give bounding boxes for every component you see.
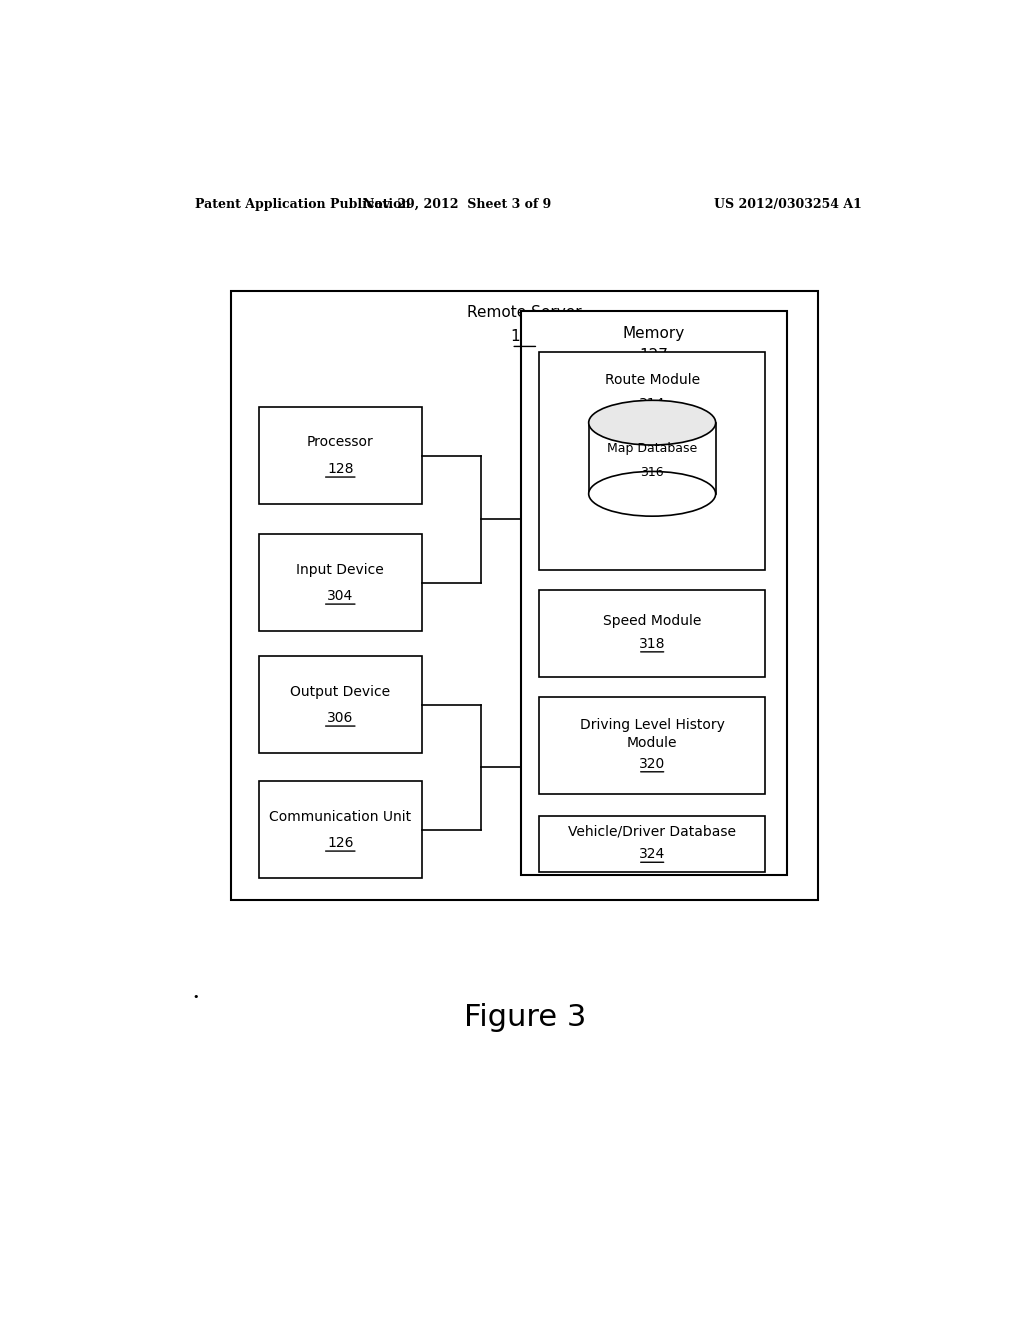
Text: 320: 320	[639, 756, 666, 771]
Text: 318: 318	[639, 636, 666, 651]
Bar	[259, 535, 422, 631]
Text: Communication Unit: Communication Unit	[269, 809, 412, 824]
Ellipse shape	[589, 471, 716, 516]
Text: 306: 306	[327, 711, 353, 725]
Text: Remote Server: Remote Server	[468, 305, 582, 321]
Bar	[539, 697, 765, 793]
Bar	[539, 351, 765, 570]
Text: 316: 316	[640, 466, 664, 479]
Text: 122: 122	[510, 329, 540, 343]
Text: 128: 128	[327, 462, 353, 477]
Text: 126: 126	[327, 836, 353, 850]
Ellipse shape	[589, 400, 716, 445]
Text: 314: 314	[639, 397, 666, 412]
Text: Input Device: Input Device	[296, 562, 384, 577]
Bar	[259, 656, 422, 752]
Bar	[539, 816, 765, 873]
Bar	[539, 590, 765, 677]
Text: Output Device: Output Device	[290, 685, 390, 698]
Text: Module: Module	[627, 737, 678, 750]
Text: Driving Level History: Driving Level History	[580, 718, 725, 733]
Text: Patent Application Publication: Patent Application Publication	[196, 198, 411, 211]
Bar	[259, 408, 422, 504]
Bar	[589, 422, 716, 494]
Bar	[259, 781, 422, 878]
Text: Vehicle/Driver Database: Vehicle/Driver Database	[568, 825, 736, 838]
Text: Memory: Memory	[623, 326, 685, 341]
Text: •: •	[193, 991, 199, 1002]
Text: Nov. 29, 2012  Sheet 3 of 9: Nov. 29, 2012 Sheet 3 of 9	[364, 198, 552, 211]
Text: Speed Module: Speed Module	[603, 614, 701, 628]
Text: Route Module: Route Module	[604, 374, 699, 387]
Bar	[231, 290, 818, 900]
Text: 324: 324	[639, 847, 666, 861]
Text: Processor: Processor	[307, 436, 374, 450]
Text: US 2012/0303254 A1: US 2012/0303254 A1	[714, 198, 862, 211]
Text: 304: 304	[327, 589, 353, 603]
Bar	[521, 310, 786, 875]
Text: Map Database: Map Database	[607, 442, 697, 454]
Text: Figure 3: Figure 3	[464, 1003, 586, 1032]
Text: 127: 127	[639, 348, 669, 363]
